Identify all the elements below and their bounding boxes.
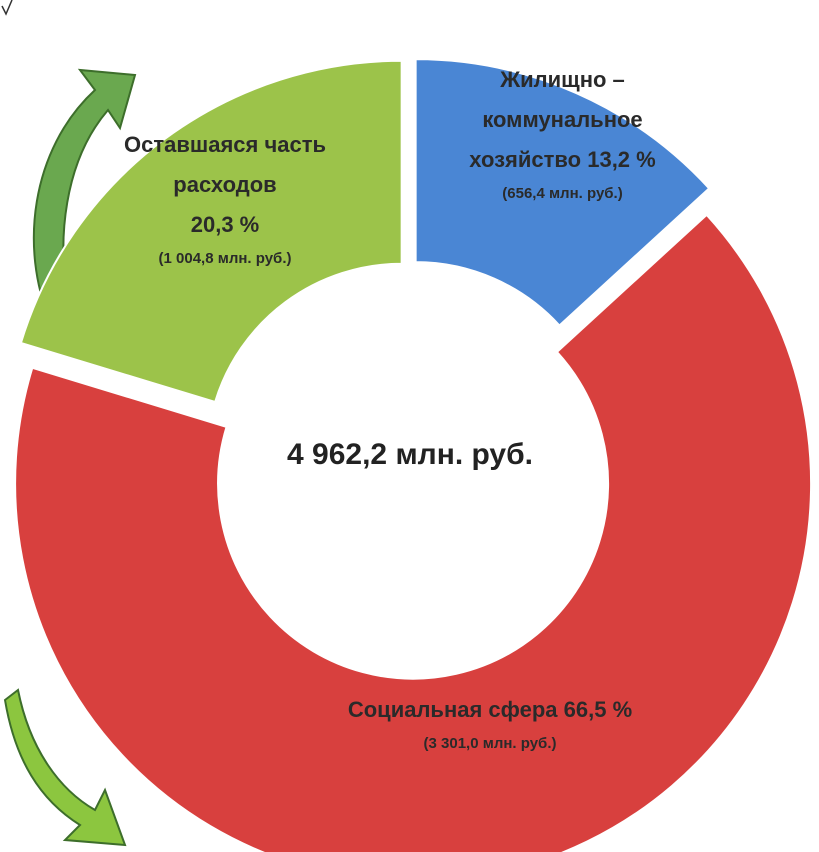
value-label: 20,3 % <box>190 212 260 237</box>
segment-label: Социальная сфера 66,5 % (3 301,0 млн. руб… <box>250 690 730 758</box>
value-label: 13,2 % <box>587 147 656 172</box>
category-name: Социальная сфера <box>347 697 558 722</box>
amount-label: (3 301,0 млн. руб.) <box>423 735 557 752</box>
category-name: Оставшаяся часть расходов <box>123 132 327 197</box>
category-name: Жилищно – коммунальное хозяйство <box>469 67 643 172</box>
amount-label: (656,4 млн. руб.) <box>502 185 623 202</box>
donut-segment <box>414 58 711 327</box>
amount-label: (1 004,8 млн. руб.) <box>158 250 292 267</box>
check-mark <box>1 0 13 16</box>
segment-label: Оставшаяся часть расходов 20,3 % (1 004,8 … <box>80 125 370 273</box>
value-label: 66,5 % <box>563 697 633 722</box>
center-label: 4 962,2 млн. руб. <box>287 438 533 471</box>
arrow-decoration <box>3 688 127 847</box>
donut-segment <box>19 59 403 404</box>
donut-segment <box>14 213 813 852</box>
segment-label: Жилищно – коммунальное хозяйство 13,2 % (… <box>425 60 700 208</box>
